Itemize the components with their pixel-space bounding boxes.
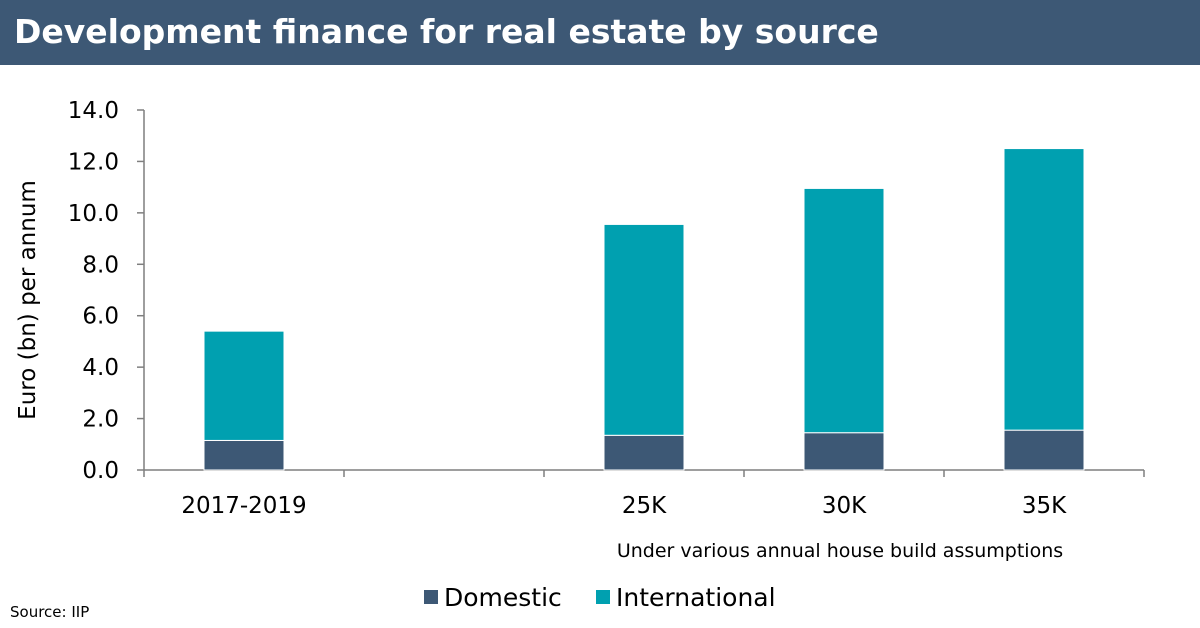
x-tick-label: 2017-2019 xyxy=(181,493,306,519)
x-tick-label: 30K xyxy=(822,493,867,519)
x-axis-label: Under various annual house build assumpt… xyxy=(617,540,1063,562)
bar-domestic-35K xyxy=(1003,429,1085,471)
chart-title: Development finance for real estate by s… xyxy=(14,12,879,51)
bar-international-30K xyxy=(803,187,885,434)
bar-international-35K xyxy=(1003,148,1085,431)
bar-international-25K xyxy=(603,223,685,436)
y-tick-label: 4.0 xyxy=(82,355,119,381)
bar-domestic-30K xyxy=(803,432,885,471)
y-tick-label: 12.0 xyxy=(68,149,119,175)
y-tick-label: 10.0 xyxy=(68,201,119,227)
x-tick-label: 35K xyxy=(1022,493,1067,519)
y-tick-label: 8.0 xyxy=(82,252,119,278)
legend-swatch-domestic xyxy=(424,590,438,604)
y-axis-label: Euro (bn) per annum xyxy=(15,180,41,420)
y-tick-label: 0.0 xyxy=(82,458,119,484)
bar-domestic-2017-2019 xyxy=(203,439,285,471)
bar-international-2017-2019 xyxy=(203,330,285,441)
y-tick-label: 2.0 xyxy=(82,407,119,433)
legend-label-international: International xyxy=(616,583,776,612)
y-tick-label: 6.0 xyxy=(82,304,119,330)
source-note: Source: IIP xyxy=(10,603,90,621)
legend-label-domestic: Domestic xyxy=(444,583,562,612)
title-bar: Development finance for real estate by s… xyxy=(0,0,1200,65)
y-tick-label: 14.0 xyxy=(68,98,119,124)
legend-swatch-international xyxy=(596,590,610,604)
bar-domestic-25K xyxy=(603,434,685,471)
x-tick-label: 25K xyxy=(622,493,667,519)
